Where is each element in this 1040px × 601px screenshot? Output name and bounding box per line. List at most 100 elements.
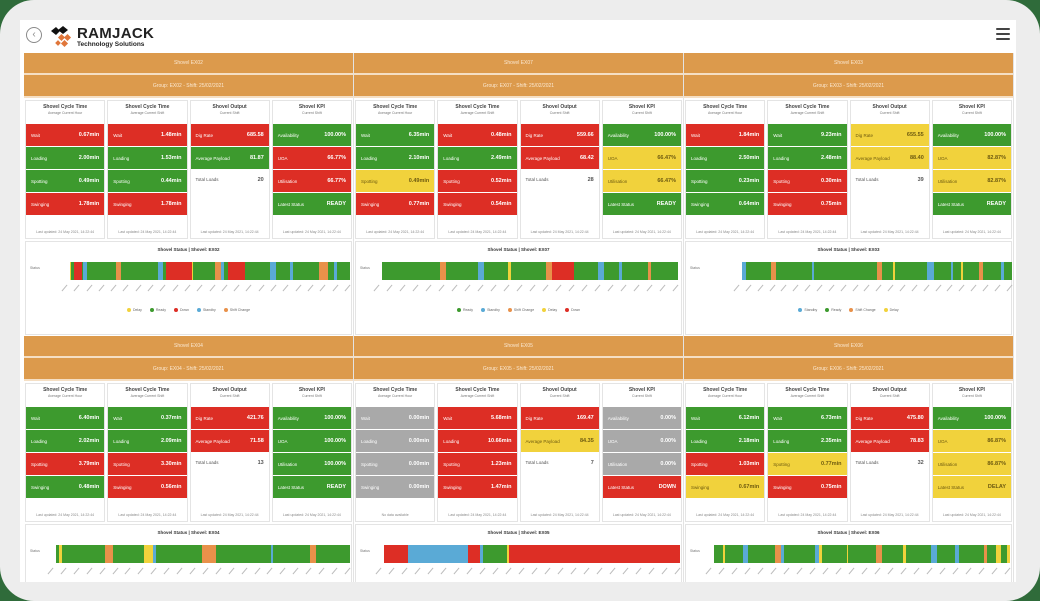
status-segment[interactable] xyxy=(333,262,337,280)
status-segment[interactable] xyxy=(214,262,221,280)
status-segment[interactable] xyxy=(223,262,228,280)
status-segment[interactable] xyxy=(781,545,785,563)
status-segment[interactable] xyxy=(227,262,246,280)
status-segment[interactable] xyxy=(618,262,622,280)
status-segment[interactable] xyxy=(979,262,984,280)
status-segment[interactable] xyxy=(384,545,409,563)
status-segment[interactable] xyxy=(70,262,72,280)
status-timeline[interactable] xyxy=(70,262,350,280)
legend-item[interactable]: Ready xyxy=(149,308,166,312)
status-segment[interactable] xyxy=(814,262,877,280)
status-segment[interactable] xyxy=(271,545,273,563)
status-segment[interactable] xyxy=(621,262,649,280)
status-segment[interactable] xyxy=(1000,545,1007,563)
status-segment[interactable] xyxy=(648,262,652,280)
status-segment[interactable] xyxy=(120,262,159,280)
status-segment[interactable] xyxy=(574,262,598,280)
status-segment[interactable] xyxy=(508,545,680,563)
shovel-name-header[interactable]: Shovel EX05 xyxy=(354,336,683,358)
status-segment[interactable] xyxy=(272,545,310,563)
status-segment[interactable] xyxy=(510,262,547,280)
status-segment[interactable] xyxy=(603,262,619,280)
status-segment[interactable] xyxy=(954,545,960,563)
status-segment[interactable] xyxy=(483,545,508,563)
status-segment[interactable] xyxy=(996,545,1001,563)
legend-item[interactable]: Delay xyxy=(542,308,557,312)
status-segment[interactable] xyxy=(81,262,84,280)
status-segment[interactable] xyxy=(1000,262,1004,280)
legend-item[interactable]: Ready xyxy=(825,308,841,312)
status-segment[interactable] xyxy=(747,545,775,563)
status-timeline[interactable] xyxy=(56,545,350,563)
status-segment[interactable] xyxy=(328,262,334,280)
status-segment[interactable] xyxy=(742,545,748,563)
status-segment[interactable] xyxy=(480,545,484,563)
status-segment[interactable] xyxy=(71,262,75,280)
status-segment[interactable] xyxy=(742,262,747,280)
legend-item[interactable]: Shift Change xyxy=(507,308,534,312)
status-segment[interactable] xyxy=(309,545,317,563)
status-segment[interactable] xyxy=(116,262,121,280)
status-segment[interactable] xyxy=(204,262,215,280)
status-segment[interactable] xyxy=(316,545,350,563)
shovel-name-header[interactable]: Shovel EX04 xyxy=(24,336,353,358)
status-segment[interactable] xyxy=(319,262,329,280)
status-segment[interactable] xyxy=(193,262,205,280)
status-segment[interactable] xyxy=(484,262,508,280)
status-segment[interactable] xyxy=(468,545,481,563)
status-segment[interactable] xyxy=(552,262,575,280)
status-segment[interactable] xyxy=(83,262,88,280)
legend-item[interactable]: Down xyxy=(174,308,189,312)
status-segment[interactable] xyxy=(651,262,678,280)
shovel-name-header[interactable]: Shovel EX07 xyxy=(354,53,683,75)
legend-item[interactable]: Down xyxy=(565,308,580,312)
status-segment[interactable] xyxy=(152,545,157,563)
status-segment[interactable] xyxy=(848,545,876,563)
status-segment[interactable] xyxy=(507,262,511,280)
status-segment[interactable] xyxy=(875,545,882,563)
status-segment[interactable] xyxy=(202,545,217,563)
status-segment[interactable] xyxy=(959,545,984,563)
status-segment[interactable] xyxy=(784,545,815,563)
status-segment[interactable] xyxy=(881,545,904,563)
status-segment[interactable] xyxy=(961,262,963,280)
status-segment[interactable] xyxy=(445,262,479,280)
status-segment[interactable] xyxy=(894,262,928,280)
status-segment[interactable] xyxy=(290,262,294,280)
status-segment[interactable] xyxy=(270,262,276,280)
status-timeline[interactable] xyxy=(384,545,680,563)
status-segment[interactable] xyxy=(158,262,163,280)
status-segment[interactable] xyxy=(87,262,117,280)
status-segment[interactable] xyxy=(220,262,224,280)
status-segment[interactable] xyxy=(246,262,271,280)
status-segment[interactable] xyxy=(275,262,291,280)
status-segment[interactable] xyxy=(746,262,771,280)
shovel-name-header[interactable]: Shovel EX06 xyxy=(684,336,1013,358)
legend-item[interactable]: Shift Change xyxy=(223,308,250,312)
status-segment[interactable] xyxy=(983,545,987,563)
status-segment[interactable] xyxy=(62,545,106,563)
legend-item[interactable]: Ready xyxy=(456,308,473,312)
status-segment[interactable] xyxy=(408,545,469,563)
status-segment[interactable] xyxy=(1003,262,1012,280)
legend-item[interactable]: Delay xyxy=(126,308,142,312)
status-segment[interactable] xyxy=(724,545,743,563)
status-segment[interactable] xyxy=(814,545,820,563)
legend-item[interactable]: Standby xyxy=(798,308,817,312)
status-segment[interactable] xyxy=(770,262,777,280)
status-timeline[interactable] xyxy=(382,262,678,280)
status-segment[interactable] xyxy=(143,545,153,563)
status-segment[interactable] xyxy=(962,262,980,280)
shovel-name-header[interactable]: Shovel EX02 xyxy=(24,53,353,75)
status-segment[interactable] xyxy=(893,262,895,280)
status-segment[interactable] xyxy=(930,545,937,563)
status-segment[interactable] xyxy=(983,262,1001,280)
status-segment[interactable] xyxy=(986,545,997,563)
status-segment[interactable] xyxy=(112,545,144,563)
status-timeline[interactable] xyxy=(714,545,1010,563)
status-segment[interactable] xyxy=(723,545,725,563)
status-segment[interactable] xyxy=(165,262,192,280)
legend-item[interactable]: Standby xyxy=(196,308,216,312)
hamburger-menu-button[interactable] xyxy=(996,28,1010,40)
status-segment[interactable] xyxy=(56,545,60,563)
